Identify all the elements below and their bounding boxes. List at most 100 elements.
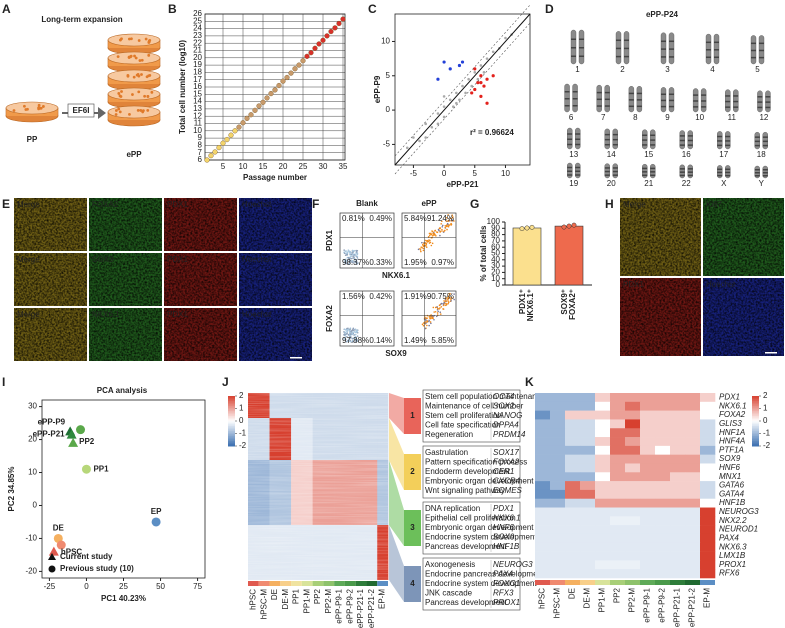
chromosome [628, 86, 635, 113]
y-axis-label: PC2 34.85% [7, 467, 16, 512]
point [252, 107, 258, 113]
colorbar-step [752, 407, 759, 410]
heatmap-cell [700, 445, 716, 455]
point [312, 45, 318, 51]
chromosome-label: 18 [757, 150, 766, 159]
point [424, 136, 427, 139]
event [352, 257, 354, 259]
heatmap-cell [550, 569, 566, 579]
heatmap-cell [685, 533, 701, 544]
band [616, 55, 621, 58]
bar [512, 227, 542, 286]
heatmap-cell [550, 516, 566, 526]
heatmap-cell [595, 551, 611, 561]
event [352, 253, 354, 255]
cell [116, 55, 120, 59]
point [491, 50, 495, 54]
band [679, 135, 685, 137]
gene: CXCR4 [493, 477, 521, 486]
y-tick-label: 12 [193, 111, 202, 120]
colorbar-step [228, 424, 235, 427]
column-label: ePP-P9-2 [658, 587, 667, 622]
chromosome-label: 9 [665, 113, 670, 122]
event [354, 258, 357, 261]
cell [137, 90, 141, 94]
pca-point [66, 429, 77, 439]
chromosome-label: 19 [569, 179, 578, 188]
y-tick-label: 6 [198, 155, 203, 164]
heatmap-cell [625, 560, 641, 570]
band [687, 168, 693, 170]
heatmap-cell [535, 419, 551, 429]
plot-frame [204, 13, 346, 161]
event [353, 329, 356, 331]
heatmap-cell [670, 445, 686, 455]
event [424, 245, 427, 247]
heatmap-cell [655, 516, 671, 526]
heatmap-cell [670, 454, 686, 464]
panel-letter: I [2, 375, 5, 389]
cell [148, 38, 152, 42]
heatmap-cell [640, 393, 656, 403]
colorbar-step [228, 401, 235, 404]
event [428, 324, 430, 327]
heatmap-cell [595, 569, 611, 579]
heatmap-cell [700, 525, 716, 535]
event [428, 234, 431, 237]
band [612, 167, 618, 169]
gene: NKX6.1 [493, 514, 521, 523]
event [430, 244, 433, 247]
quadrant-value: 1.49% [404, 336, 427, 345]
heatmap-cell [580, 569, 596, 579]
gene: NEUROG3 [493, 560, 533, 569]
heatmap-cell [655, 410, 671, 420]
band [733, 100, 739, 103]
cell [136, 108, 140, 112]
heatmap-cell [550, 393, 566, 403]
column-label: PP2-M [628, 588, 637, 613]
event [346, 340, 349, 343]
heatmap-cell [625, 410, 641, 420]
event [451, 219, 453, 221]
column-label: DE [568, 588, 577, 599]
column-color [565, 580, 580, 585]
heatmap-cell [700, 437, 716, 447]
column-label: hPSC [248, 589, 257, 610]
pca-point [68, 437, 79, 447]
colorbar-step [752, 411, 759, 414]
x-tick-label: 25 [119, 582, 128, 591]
y-tick-label: 90 [491, 223, 500, 232]
heatmap-cell [640, 410, 656, 420]
point [436, 122, 440, 126]
heatmap-cell [550, 489, 566, 500]
chromosome-label: 15 [644, 150, 653, 159]
heatmap-cell [640, 533, 656, 544]
event [343, 249, 345, 251]
band [575, 133, 581, 135]
label-pp: PP [27, 135, 38, 144]
colorbar-step [752, 401, 759, 404]
heatmap-cell [685, 401, 701, 411]
pca-point [56, 540, 66, 550]
x-tick-label: 0 [442, 169, 447, 178]
label-epp: ePP [126, 150, 142, 159]
column-label: hPSC [538, 588, 547, 609]
band [762, 144, 768, 147]
cluster-badge [404, 510, 421, 546]
point [328, 28, 334, 35]
column-color [685, 580, 700, 585]
event [422, 249, 425, 252]
y-tick-label: 80 [491, 230, 500, 239]
event [443, 304, 445, 307]
heatmap-cell [610, 533, 626, 544]
heatmap-cell [565, 569, 581, 579]
event [439, 227, 442, 229]
heatmap-cell [670, 516, 686, 526]
column-label: PP1 [292, 588, 301, 604]
micrograph-texture [14, 253, 87, 306]
go-term: Axonogenesis [425, 560, 475, 569]
event [429, 317, 432, 320]
colorbar-step [228, 437, 235, 440]
band [754, 169, 760, 171]
band [642, 167, 648, 170]
